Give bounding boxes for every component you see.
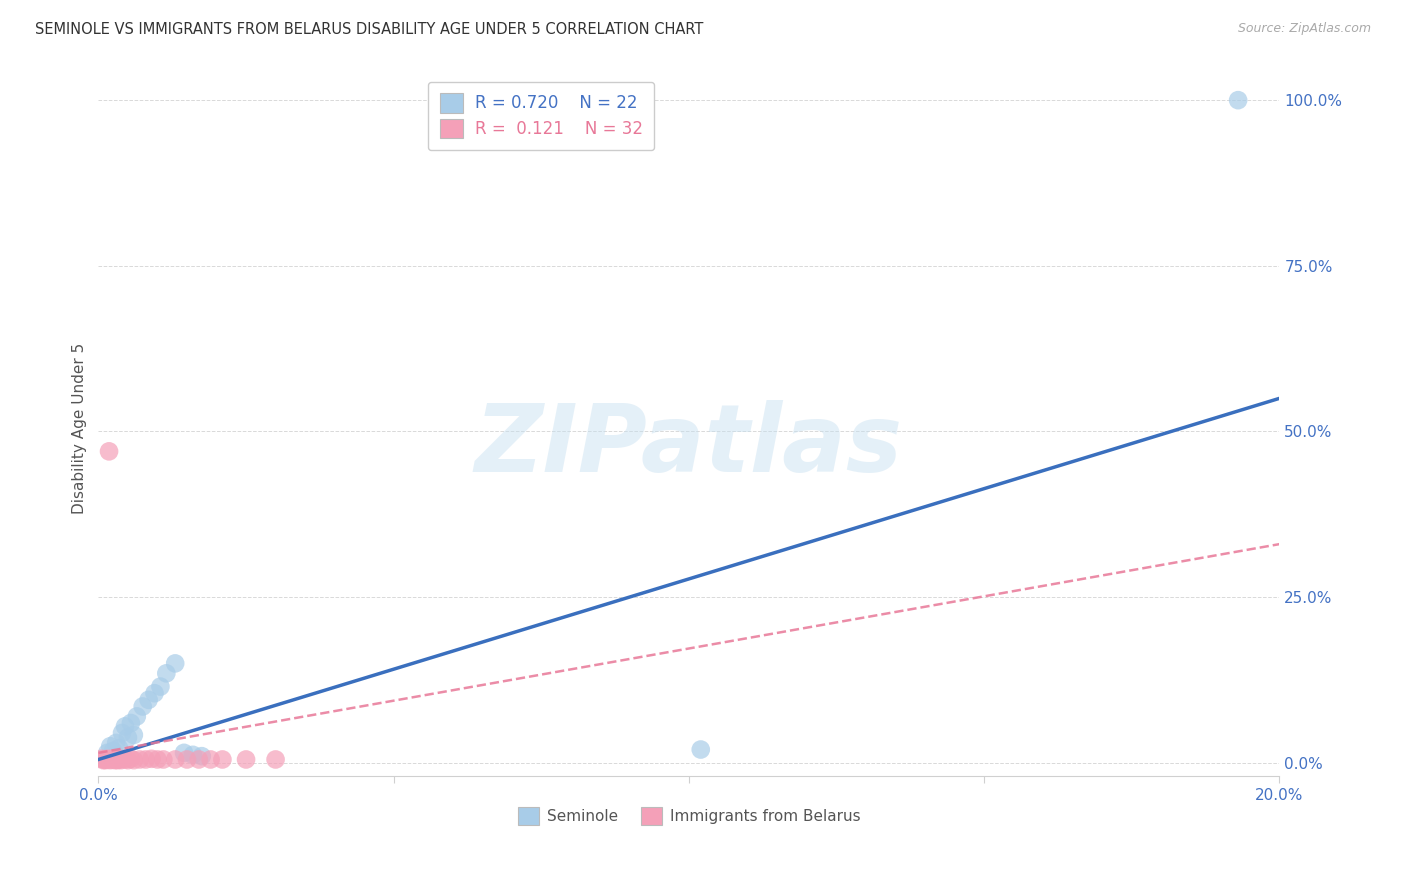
Point — [93, 752, 115, 766]
Point — [155, 666, 177, 681]
Point — [94, 753, 117, 767]
Point — [90, 752, 112, 766]
Point — [98, 752, 121, 766]
Point — [141, 752, 163, 766]
Point — [111, 752, 134, 766]
Point — [105, 753, 128, 767]
Point — [173, 746, 195, 760]
Point — [117, 753, 139, 767]
Point — [176, 752, 198, 766]
Point — [132, 699, 155, 714]
Point — [108, 752, 131, 766]
Point — [103, 752, 125, 766]
Point — [122, 728, 145, 742]
Point — [128, 752, 150, 766]
Text: ZIPatlas: ZIPatlas — [475, 400, 903, 491]
Point — [135, 752, 157, 766]
Point — [105, 752, 128, 766]
Point — [235, 752, 257, 766]
Point — [689, 742, 711, 756]
Point — [96, 752, 118, 766]
Point — [165, 752, 187, 766]
Point — [111, 726, 134, 740]
Point — [181, 747, 204, 762]
Point — [120, 752, 142, 766]
Point — [165, 657, 187, 671]
Point — [105, 736, 128, 750]
Point — [125, 709, 148, 723]
Point — [103, 744, 125, 758]
Point — [98, 753, 121, 767]
Point — [110, 753, 132, 767]
Point — [100, 752, 122, 766]
Point — [146, 752, 169, 766]
Point — [120, 716, 142, 731]
Point — [91, 753, 114, 767]
Point — [191, 749, 214, 764]
Legend: Seminole, Immigrants from Belarus: Seminole, Immigrants from Belarus — [512, 801, 866, 831]
Text: SEMINOLE VS IMMIGRANTS FROM BELARUS DISABILITY AGE UNDER 5 CORRELATION CHART: SEMINOLE VS IMMIGRANTS FROM BELARUS DISA… — [35, 22, 703, 37]
Point — [98, 739, 121, 754]
Point — [122, 753, 145, 767]
Point — [200, 752, 222, 766]
Point — [138, 693, 160, 707]
Point — [187, 752, 209, 766]
Point — [211, 752, 233, 766]
Point — [149, 680, 172, 694]
Point — [114, 752, 136, 766]
Point — [96, 746, 118, 760]
Point — [98, 444, 121, 458]
Point — [264, 752, 287, 766]
Text: Source: ZipAtlas.com: Source: ZipAtlas.com — [1237, 22, 1371, 36]
Point — [114, 719, 136, 733]
Point — [104, 753, 127, 767]
Point — [152, 752, 174, 766]
Y-axis label: Disability Age Under 5: Disability Age Under 5 — [72, 343, 87, 514]
Point — [108, 741, 131, 756]
Point — [117, 731, 139, 745]
Point — [143, 686, 166, 700]
Point — [1227, 93, 1250, 107]
